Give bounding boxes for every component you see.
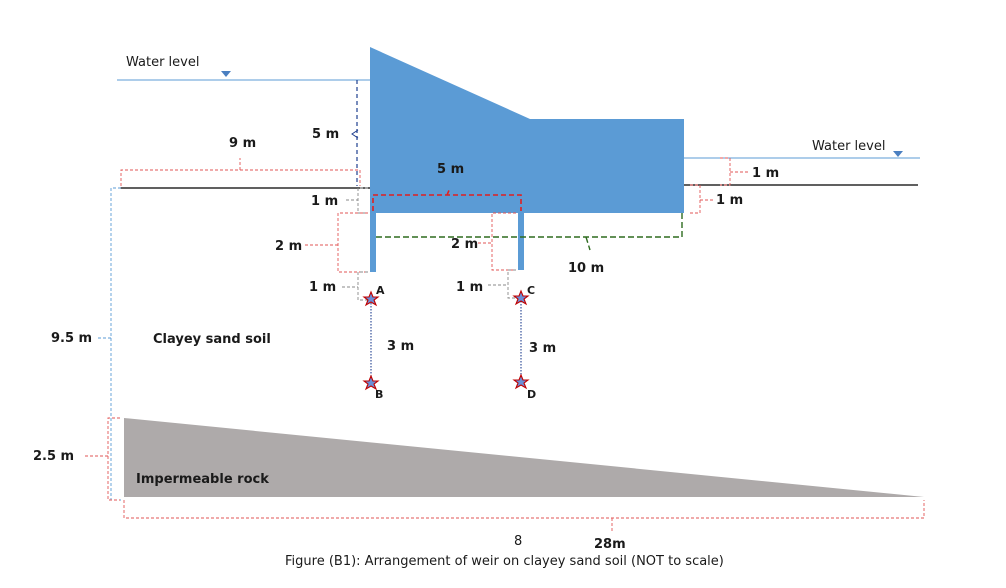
water-level-right-label: Water level <box>812 139 885 154</box>
brace-2-5m <box>85 417 120 501</box>
star-icon <box>362 374 380 391</box>
dim-10m-label: 10 m <box>568 261 604 276</box>
figure-caption: Figure (B1): Arrangement of weir on clay… <box>285 554 724 569</box>
left-sheet-pile <box>370 213 376 272</box>
dim-9-5m-label: 9.5 m <box>51 331 92 346</box>
dim-1m-left-tip-label: 1 m <box>309 280 336 295</box>
impermeable-rock <box>124 418 924 497</box>
triangle-down-icon <box>893 151 903 157</box>
weir-body <box>370 47 684 213</box>
dim-1m-right-water-label: 1 m <box>752 166 779 181</box>
dim-5m-head-label: 5 m <box>312 127 339 142</box>
dim-2m-mid-pile-label: 2 m <box>451 237 478 252</box>
brace-9m <box>120 158 361 186</box>
dim-3m-right-label: 3 m <box>529 341 556 356</box>
brace-28m <box>123 500 925 532</box>
star-icon <box>362 290 380 307</box>
dim-5m-base-label: 5 m <box>437 162 464 177</box>
point-d-label: D <box>527 388 536 401</box>
rock-label: Impermeable rock <box>136 472 269 487</box>
brace-1m-right-water <box>720 157 750 186</box>
dim-2m-left-pile-label: 2 m <box>275 239 302 254</box>
head-dimension-bracket <box>351 129 359 139</box>
seepage-path-downstream <box>376 213 683 251</box>
brace-1m-left-floor <box>346 187 368 214</box>
brace-1m-right-floor <box>690 184 714 214</box>
brace-2m-mid-pile <box>478 212 516 271</box>
star-icon <box>512 289 530 306</box>
seepage-path-base <box>372 187 522 211</box>
brace-1m-mid-tip <box>488 269 516 299</box>
middle-sheet-pile <box>518 213 524 270</box>
dim-3m-left-label: 3 m <box>387 339 414 354</box>
triangle-down-icon <box>221 71 231 77</box>
dim-1m-right-floor-label: 1 m <box>716 193 743 208</box>
soil-label: Clayey sand soil <box>153 332 271 347</box>
point-a-label: A <box>376 284 385 297</box>
dim-1m-mid-tip-label: 1 m <box>456 280 483 295</box>
point-b-label: B <box>375 388 383 401</box>
dim-2-5m-label: 2.5 m <box>33 449 74 464</box>
brace-1m-left-tip <box>342 271 368 301</box>
brace-2m-left-pile <box>305 212 368 273</box>
page-number: 8 <box>514 534 522 549</box>
dim-1m-left-floor-label: 1 m <box>311 194 338 209</box>
dim-9m-label: 9 m <box>229 136 256 151</box>
dim-28m-label: 28m <box>594 537 626 552</box>
water-level-left-label: Water level <box>126 55 199 70</box>
point-c-label: C <box>527 284 535 297</box>
star-icon <box>512 373 530 390</box>
brace-9-5m <box>98 187 121 501</box>
